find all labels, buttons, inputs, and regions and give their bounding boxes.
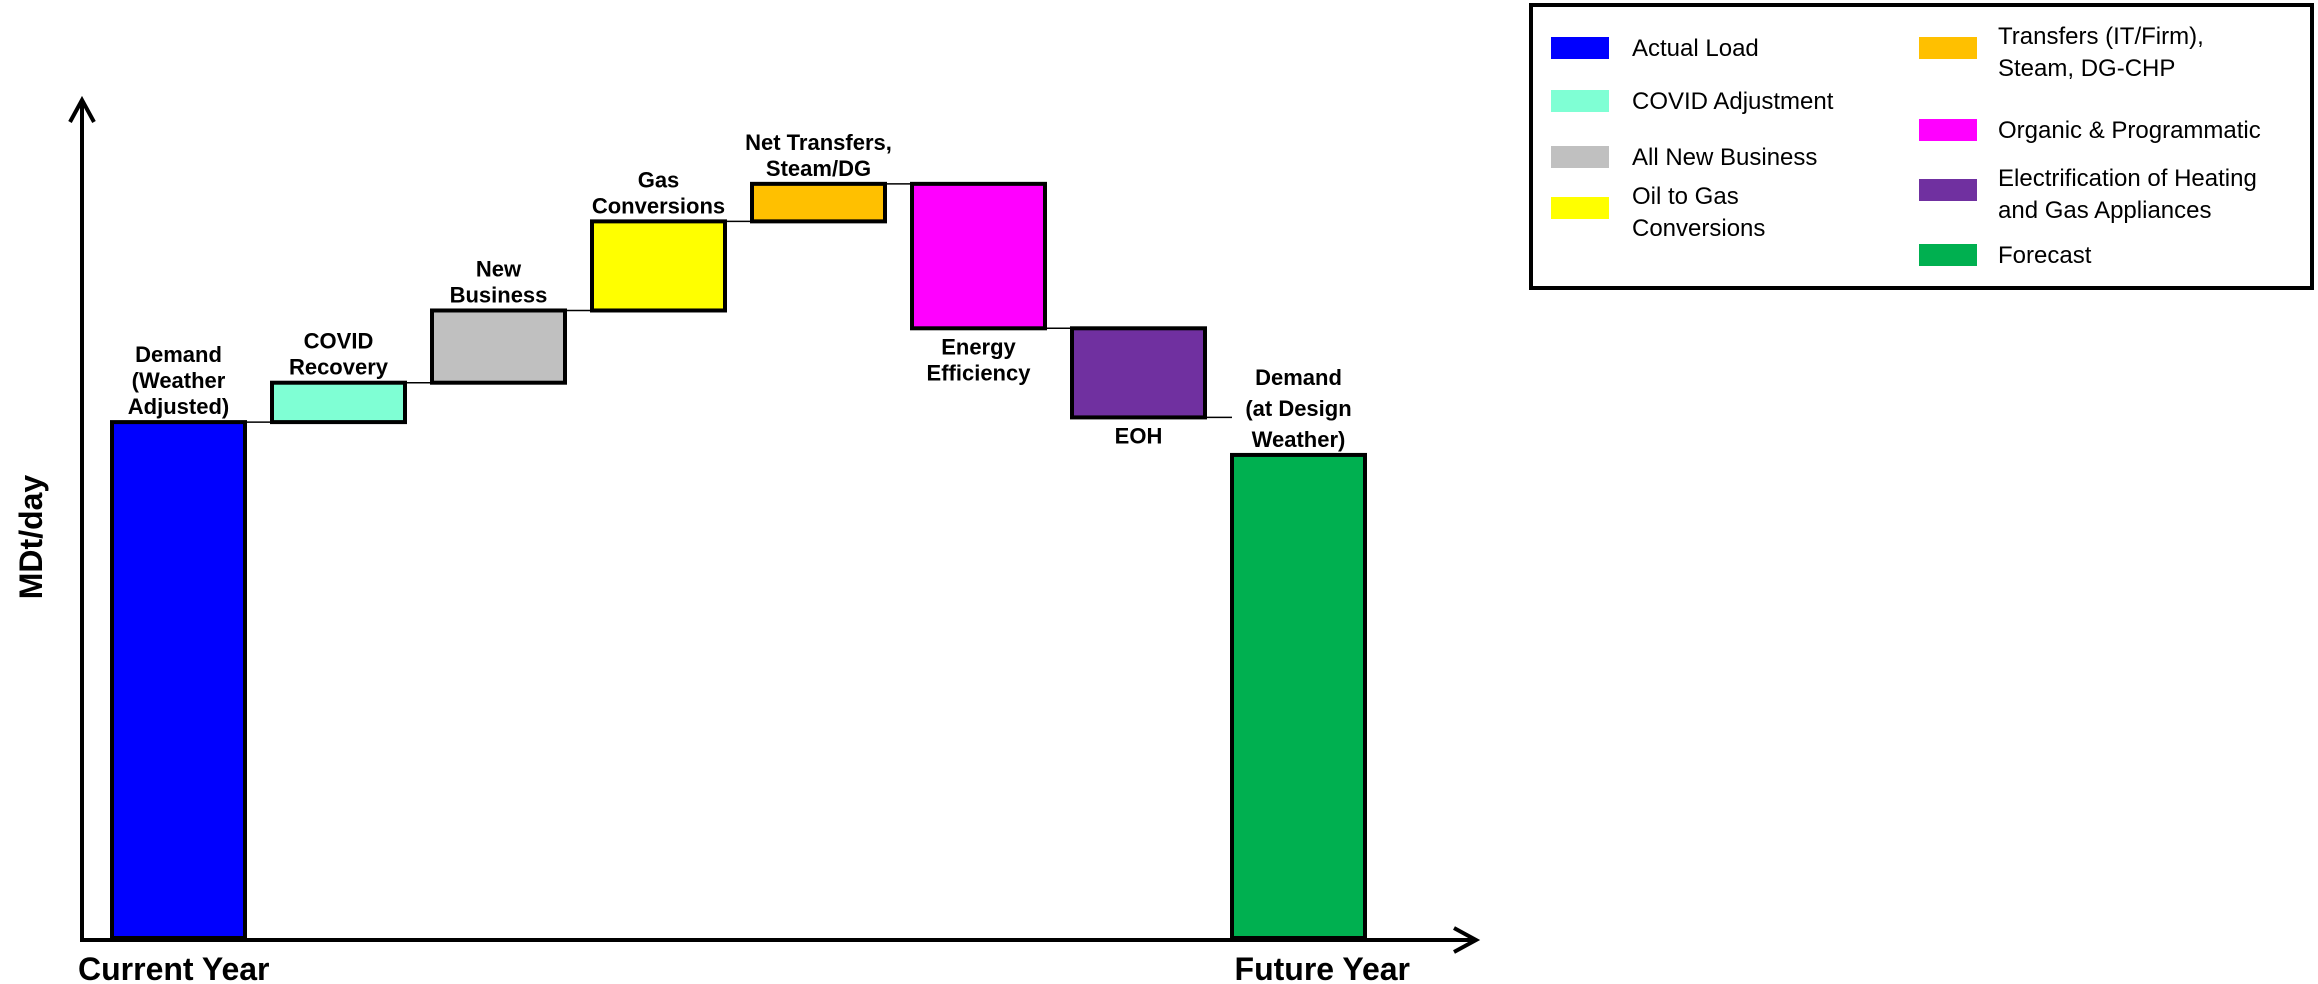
legend-label: Electrification of Heating and Gas Applia…	[1998, 165, 2257, 224]
bar-label-covid_recovery: COVID Recovery	[289, 329, 389, 380]
bar-label-net_transfers: Net Transfers, Steam/DG	[745, 130, 892, 181]
bar-label-line: New	[476, 256, 522, 281]
connector-lines	[245, 183, 1232, 423]
bar-label-eoh: EOH	[1115, 423, 1163, 448]
legend-label-line: COVID Adjustment	[1632, 88, 1834, 115]
legend-label: Forecast	[1998, 242, 2092, 269]
bar-label-line: Energy	[941, 334, 1016, 359]
legend-label-line: and Gas Appliances	[1998, 197, 2211, 224]
bar-group	[110, 181, 1367, 941]
bar-label-line: EOH	[1115, 423, 1163, 448]
x-axis-start-label: Current Year	[78, 951, 270, 984]
bar-label-line: Business	[450, 282, 548, 307]
bar-energy_efficiency	[910, 181, 1047, 331]
legend-swatch	[1919, 179, 1977, 201]
legend-label-line: Forecast	[1998, 242, 2092, 269]
bar-label-line: Conversions	[592, 193, 725, 218]
legend-label-line: Actual Load	[1632, 35, 1759, 62]
bar-label-demand_weather_adjusted: Demand (Weather Adjusted)	[128, 342, 229, 419]
bar-demand_weather_adjusted	[110, 420, 247, 941]
bar-label-demand_design_weather: Demand (at Design Weather)	[1245, 365, 1351, 452]
legend-label-line: Oil to Gas	[1632, 183, 1739, 210]
legend-label: Organic & Programmatic	[1998, 117, 2261, 144]
bar-label-line: (Weather	[132, 368, 226, 393]
x-axis-arrowhead	[1453, 926, 1481, 954]
legend-label: Oil to Gas Conversions	[1632, 183, 1765, 242]
bar-label-line: Gas	[638, 167, 680, 192]
legend: Actual Load COVID Adjustment All New Busin…	[1529, 3, 2314, 290]
legend-swatch	[1551, 37, 1609, 59]
bar-label-new_business: New Business	[450, 256, 548, 307]
legend-label: Actual Load	[1632, 35, 1759, 62]
legend-swatch	[1551, 90, 1609, 112]
bar-label-line: Net Transfers,	[745, 130, 892, 155]
bar-covid_recovery	[270, 380, 407, 425]
legend-label-line: Electrification of Heating	[1998, 165, 2257, 192]
bar-label-line: Recovery	[289, 355, 389, 380]
bar-label-line: Demand	[135, 342, 222, 367]
bar-gas_conversions	[590, 219, 727, 313]
legend-swatch	[1551, 197, 1609, 219]
bar-label-line: Steam/DG	[766, 156, 871, 181]
legend-swatch	[1919, 119, 1977, 141]
bar-eoh	[1070, 326, 1207, 420]
legend-label: Transfers (IT/Firm), Steam, DG-CHP	[1998, 23, 2204, 82]
legend-label: COVID Adjustment	[1632, 88, 1834, 115]
legend-label-line: Conversions	[1632, 215, 1765, 242]
bar-label-line: (at Design	[1245, 396, 1351, 421]
axes: MDt/day Current Year Future Year	[13, 95, 1481, 984]
x-axis-end-label: Future Year	[1235, 951, 1410, 984]
bar-net_transfers	[750, 181, 887, 224]
legend-swatch	[1919, 244, 1977, 266]
legend-label: All New Business	[1632, 144, 1817, 171]
legend-label-line: Organic & Programmatic	[1998, 117, 2261, 144]
bar-new_business	[430, 308, 567, 385]
y-axis-title: MDt/day	[13, 475, 49, 600]
bar-label-line: Efficiency	[927, 360, 1032, 385]
legend-label-line: Transfers (IT/Firm),	[1998, 23, 2204, 50]
bar-label-gas_conversions: Gas Conversions	[592, 167, 725, 218]
bar-label-line: Weather)	[1252, 427, 1346, 452]
bar-label-line: Demand	[1255, 365, 1342, 390]
legend-swatch	[1919, 37, 1977, 59]
bar-label-line: Adjusted)	[128, 394, 229, 419]
y-axis-arrowhead	[68, 95, 96, 123]
legend-label-line: Steam, DG-CHP	[1998, 55, 2175, 82]
bar-demand_design_weather	[1230, 452, 1367, 940]
bar-label-energy_efficiency: Energy Efficiency	[927, 334, 1032, 385]
bar-label-line: COVID	[304, 329, 374, 354]
legend-swatch	[1551, 146, 1609, 168]
legend-label-line: All New Business	[1632, 144, 1817, 171]
